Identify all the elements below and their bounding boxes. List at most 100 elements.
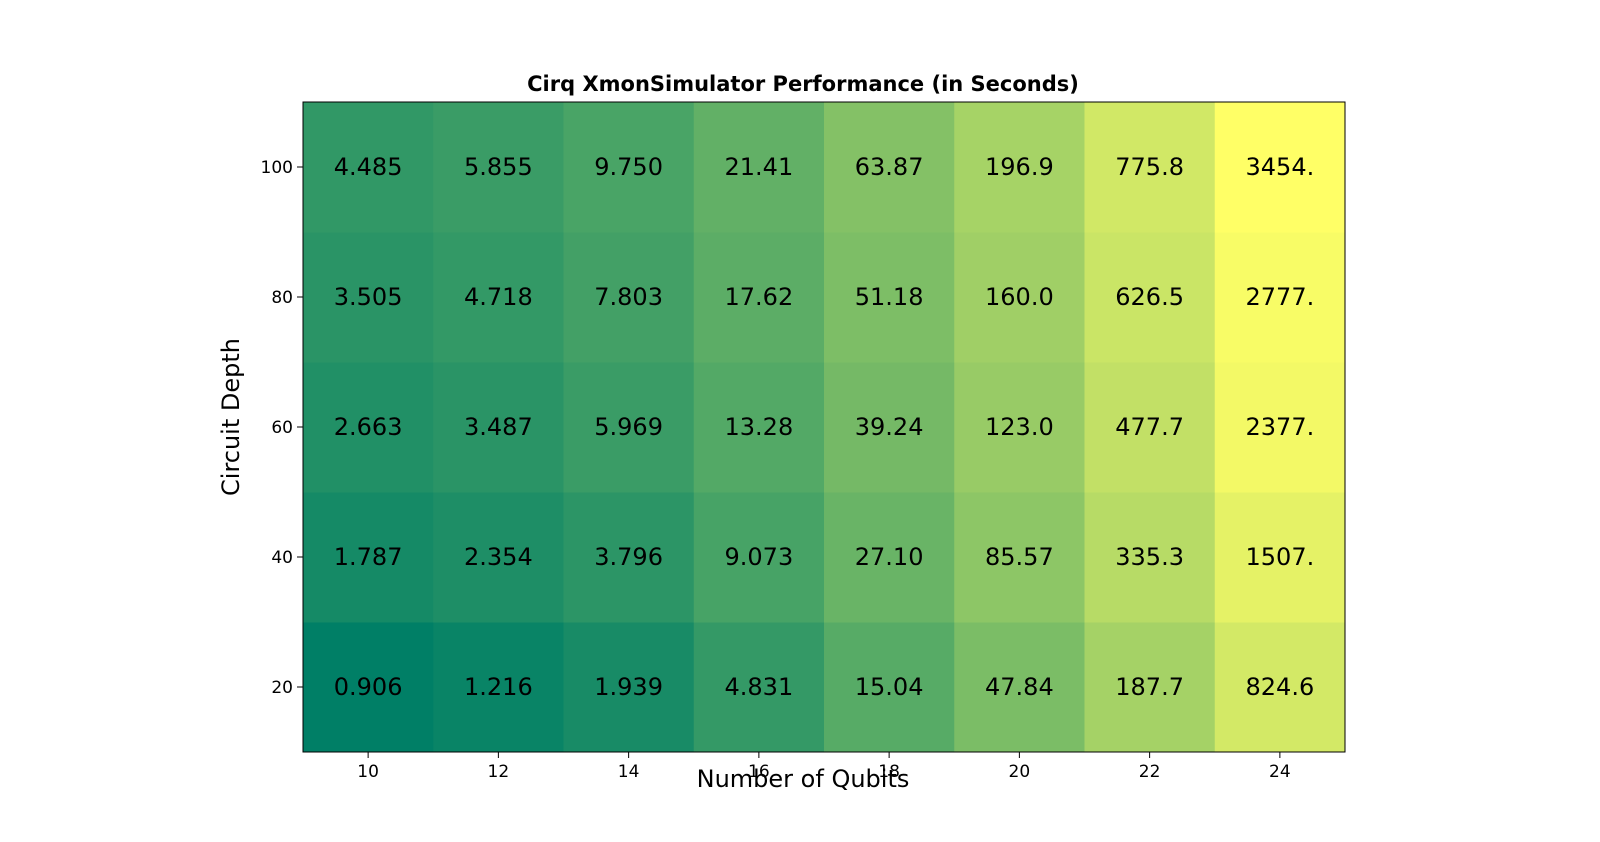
heatmap-cell [303,102,434,233]
heatmap-cell [693,102,825,233]
cell-value-label: 4.718 [464,283,533,311]
cell-value-label: 21.41 [725,153,794,181]
cell-value-label: 9.750 [594,153,663,181]
heatmap-cell [693,492,825,623]
heatmap-cell [954,492,1085,623]
heatmap-cells: 0.906 1.216 1.939 4.831 15.04 47.84 187.7 824.6… [303,102,1346,753]
y-tick-label: 60 [271,418,293,438]
cell-value-label: 626.5 [1115,283,1184,311]
heatmap-cell [954,362,1085,493]
y-tick-label: 20 [271,678,293,698]
heatmap-cell [1214,102,1346,233]
heatmap-cell [563,362,695,493]
x-tick-label: 12 [488,762,510,782]
heatmap-cell [563,232,695,363]
heatmap-cell [433,232,564,363]
heatmap-cell [303,622,434,753]
cell-value-label: 196.9 [985,153,1054,181]
heatmap-cell [1214,622,1346,753]
heatmap-cell [563,102,695,233]
y-axis-ticks: 20 40 60 80 100 [261,158,303,698]
chart-title: Cirq XmonSimulator Performance (in Secon… [527,72,1079,96]
heatmap-cell [954,102,1085,233]
heatmap-cell [1084,102,1216,233]
cell-value-label: 123.0 [985,413,1054,441]
heatmap-cell [303,362,434,493]
cell-value-label: 13.28 [725,413,794,441]
cell-value-label: 4.485 [334,153,403,181]
cell-value-label: 0.906 [334,673,403,701]
cell-value-label: 3.796 [594,543,663,571]
x-axis-label: Number of Qubits [697,765,910,793]
heatmap-cell [1214,362,1346,493]
x-tick-label: 16 [748,762,770,782]
cell-value-label: 1.216 [464,673,533,701]
heatmap-cell [433,102,564,233]
heatmap-cell [303,492,434,623]
x-tick-label: 20 [1009,762,1031,782]
cell-value-label: 7.803 [594,283,663,311]
cell-value-label: 775.8 [1115,153,1184,181]
cell-value-label: 2.663 [334,413,403,441]
cell-value-label: 160.0 [985,283,1054,311]
x-axis-ticks: 10 12 14 16 18 20 22 24 [357,752,1291,782]
heatmap-cell [824,232,955,363]
x-tick-label: 18 [878,762,900,782]
cell-value-label: 47.84 [985,673,1054,701]
cell-value-label: 63.87 [855,153,924,181]
cell-value-label: 335.3 [1115,543,1184,571]
heatmap-cell [1084,362,1216,493]
heatmap-cell [824,362,955,493]
cell-value-label: 39.24 [855,413,924,441]
heatmap-cell [563,492,695,623]
heatmap-cell [1084,232,1216,363]
y-tick-label: 80 [271,288,293,308]
heatmap-cell [693,622,825,753]
cell-value-label: 85.57 [985,543,1054,571]
cell-value-label: 27.10 [855,543,924,571]
cell-value-label: 187.7 [1115,673,1184,701]
heatmap-cell [433,362,564,493]
heatmap-cell [693,362,825,493]
heatmap-cell [693,232,825,363]
x-tick-label: 14 [618,762,640,782]
heatmap-cell [824,102,955,233]
cell-value-label: 2377. [1246,413,1315,441]
y-axis-label: Circuit Depth [217,338,245,496]
cell-value-label: 3454. [1246,153,1315,181]
heatmap-cell [824,492,955,623]
cell-value-label: 2.354 [464,543,533,571]
x-tick-label: 22 [1139,762,1161,782]
heatmap-cell [1214,232,1346,363]
cell-value-label: 1.787 [334,543,403,571]
x-tick-label: 10 [357,762,379,782]
heatmap-cell [303,232,434,363]
cell-value-label: 15.04 [855,673,924,701]
cell-value-label: 2777. [1246,283,1315,311]
heatmap-cell [563,622,695,753]
cell-value-label: 9.073 [725,543,794,571]
cell-value-label: 51.18 [855,283,924,311]
cell-value-label: 4.831 [725,673,794,701]
heatmap-cell [1084,622,1216,753]
cell-value-label: 824.6 [1246,673,1315,701]
cell-value-label: 5.969 [594,413,663,441]
cell-value-label: 1507. [1246,543,1315,571]
cell-value-label: 3.487 [464,413,533,441]
heatmap-cell [1214,492,1346,623]
y-tick-label: 100 [261,158,293,178]
cell-value-label: 17.62 [725,283,794,311]
x-tick-label: 24 [1269,762,1291,782]
heatmap-cell [433,492,564,623]
heatmap-cell [954,232,1085,363]
cell-value-label: 5.855 [464,153,533,181]
heatmap-cell [954,622,1085,753]
heatmap-cell [824,622,955,753]
cell-value-label: 1.939 [594,673,663,701]
cell-value-label: 477.7 [1115,413,1184,441]
cell-value-label: 3.505 [334,283,403,311]
heatmap-cell [433,622,564,753]
y-tick-label: 40 [271,548,293,568]
heatmap-cell [1084,492,1216,623]
